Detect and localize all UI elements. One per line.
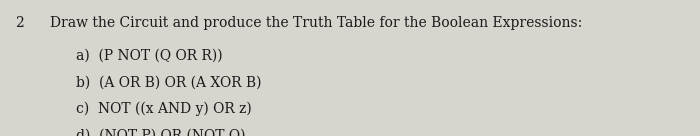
Text: Draw the Circuit and produce the Truth Table for the Boolean Expressions:: Draw the Circuit and produce the Truth T…: [50, 16, 582, 30]
Text: a)  (P NOT (Q OR R)): a) (P NOT (Q OR R)): [76, 49, 222, 63]
Text: c)  NOT ((x AND y) OR z): c) NOT ((x AND y) OR z): [76, 102, 251, 116]
Text: d)  (NOT P) OR (NOT Q): d) (NOT P) OR (NOT Q): [76, 129, 245, 136]
Text: b)  (A OR B) OR (A XOR B): b) (A OR B) OR (A XOR B): [76, 75, 261, 89]
Text: 2: 2: [15, 16, 24, 30]
